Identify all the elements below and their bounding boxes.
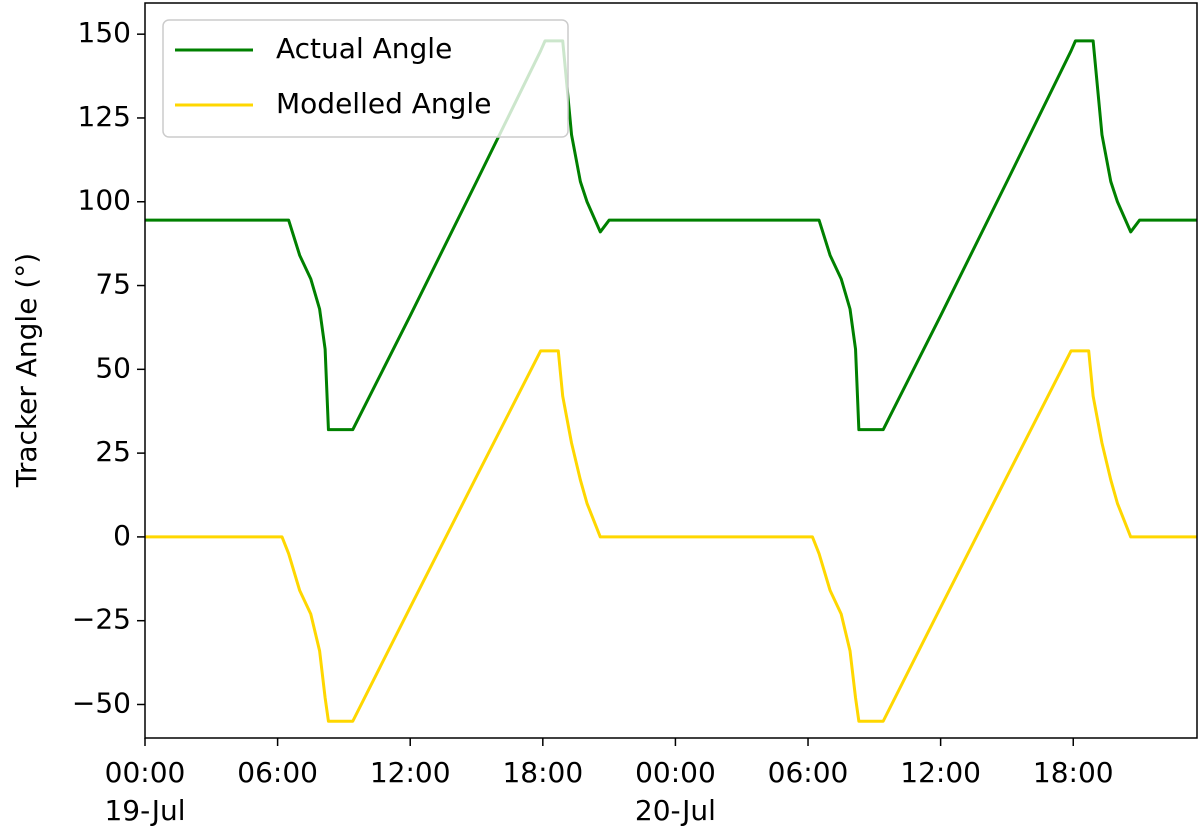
x-tick-date: 19-Jul: [104, 794, 185, 827]
x-tick-date: 20-Jul: [635, 794, 716, 827]
x-tick-label: 06:00: [237, 756, 318, 789]
y-axis-label: Tracker Angle (°): [10, 253, 43, 488]
x-tick-label: 18:00: [1033, 756, 1114, 789]
x-tick-label: 18:00: [502, 756, 583, 789]
x-tick-label: 06:00: [768, 756, 849, 789]
y-tick-label: 100: [78, 184, 131, 217]
x-tick-label: 00:00: [105, 756, 186, 789]
y-tick-label: 25: [95, 435, 131, 468]
legend-label: Actual Angle: [276, 32, 452, 65]
y-tick-label: −25: [72, 603, 131, 636]
x-tick-label: 12:00: [900, 756, 981, 789]
series-line: [145, 349, 1197, 723]
y-tick-label: −50: [72, 686, 131, 719]
y-tick-label: 0: [113, 519, 131, 552]
y-tick-label: 150: [78, 16, 131, 49]
y-tick-label: 50: [95, 351, 131, 384]
x-tick-label: 12:00: [370, 756, 451, 789]
legend-box: [162, 19, 569, 138]
plot-frame: [144, 2, 1198, 739]
y-tick-label: 75: [95, 268, 131, 301]
series-line: [145, 39, 1197, 432]
x-tick-label: 00:00: [635, 756, 716, 789]
legend-label: Modelled Angle: [276, 87, 491, 120]
y-tick-label: 125: [78, 100, 131, 133]
